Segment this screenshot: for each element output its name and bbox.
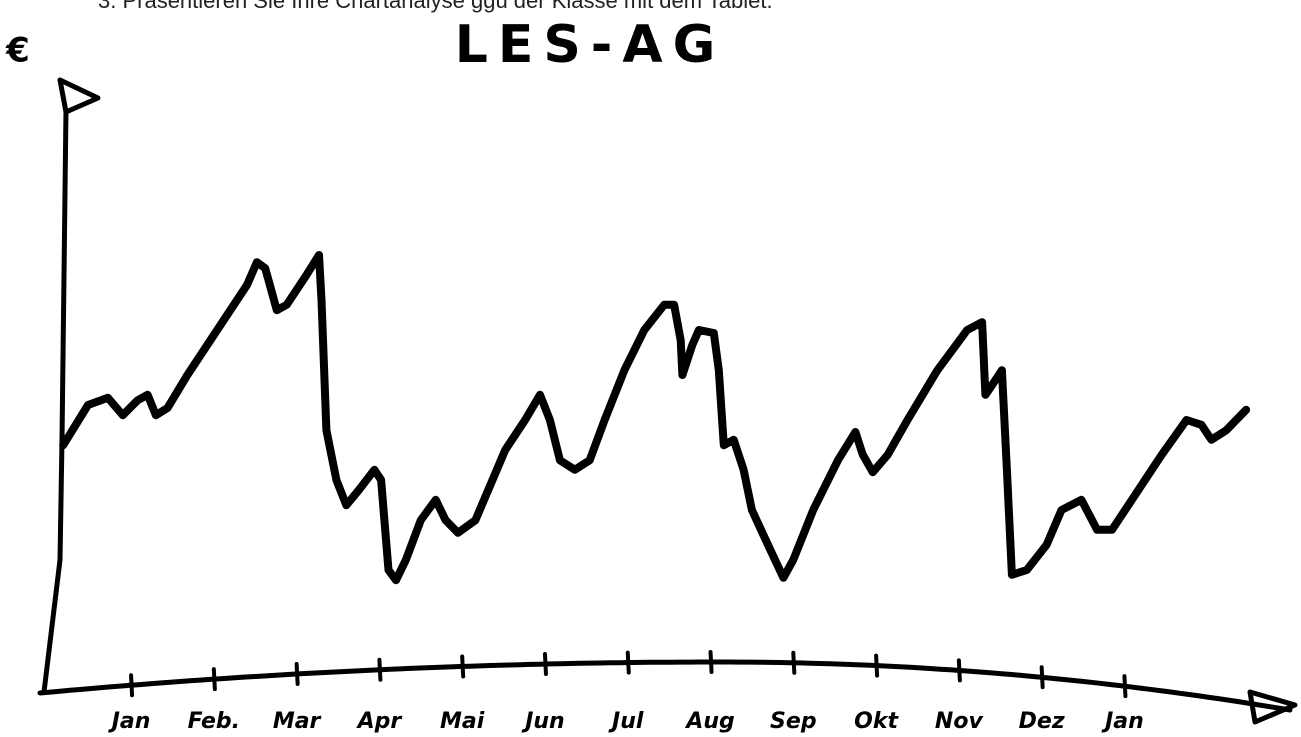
x-tick-label: Apr (356, 709, 403, 734)
x-axis (37, 659, 1293, 713)
x-tick (377, 657, 383, 682)
x-tick (1039, 665, 1045, 690)
task-text: 3. Präsentieren Sie Ihre Chartanalyse gg… (98, 0, 773, 13)
x-tick (791, 650, 797, 675)
x-tick-label: Nov (935, 709, 984, 734)
x-tick-label: Jan (108, 709, 151, 734)
x-tick (542, 652, 548, 677)
y-axis-arrow (57, 77, 101, 115)
x-axis-arrow (1247, 689, 1298, 725)
x-tick (956, 658, 962, 683)
x-tick-label: Feb. (188, 709, 240, 734)
x-tick (1122, 674, 1128, 699)
chart-title: LES-AG (455, 15, 726, 75)
x-tick-label: Sep (770, 709, 817, 734)
x-tick (294, 662, 300, 687)
x-tick-label: Mai (440, 709, 485, 734)
price-line (59, 251, 1251, 585)
x-tick (460, 654, 466, 679)
x-tick (874, 653, 880, 678)
x-tick-label: Okt (854, 709, 899, 734)
y-axis (41, 107, 69, 695)
x-tick-label: Mar (273, 709, 322, 734)
y-axis-label: € (5, 31, 30, 71)
x-tick-label: Jul (608, 709, 644, 734)
x-tick-label: Dez (1019, 709, 1065, 734)
x-tick-label: Aug (684, 709, 734, 734)
x-tick (708, 650, 714, 675)
x-tick-label: Jan (1101, 709, 1144, 734)
x-tick (211, 667, 217, 692)
x-tick (129, 673, 135, 698)
x-tick-label: Jun (521, 709, 565, 734)
x-tick (625, 650, 631, 675)
